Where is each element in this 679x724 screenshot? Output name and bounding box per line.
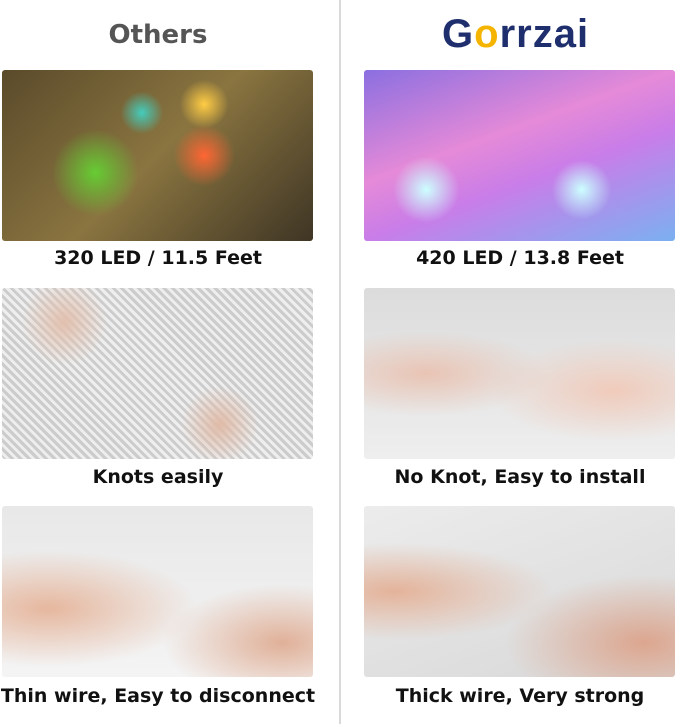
others-led-photo [2,70,313,241]
right-caption-1: 420 LED / 13.8 Feet [416,247,624,269]
column-divider [339,0,341,724]
right-caption-3: Thick wire, Very strong [395,685,645,707]
gorrzai-led-photo [364,70,675,241]
bulb-icon: o [474,12,500,56]
brand-logo: Gorrzai [442,12,590,56]
left-caption-3: Thin wire, Easy to disconnect [0,685,316,707]
others-heading: Others [108,20,208,50]
others-thin-wire-photo [2,506,313,677]
gorrzai-thick-wire-photo [364,506,675,677]
left-caption-2: Knots easily [92,466,224,488]
gorrzai-untangled-photo [364,288,675,459]
left-caption-1: 320 LED / 11.5 Feet [54,247,262,269]
right-caption-2: No Knot, Easy to install [394,466,646,488]
others-tangled-photo [2,288,313,459]
